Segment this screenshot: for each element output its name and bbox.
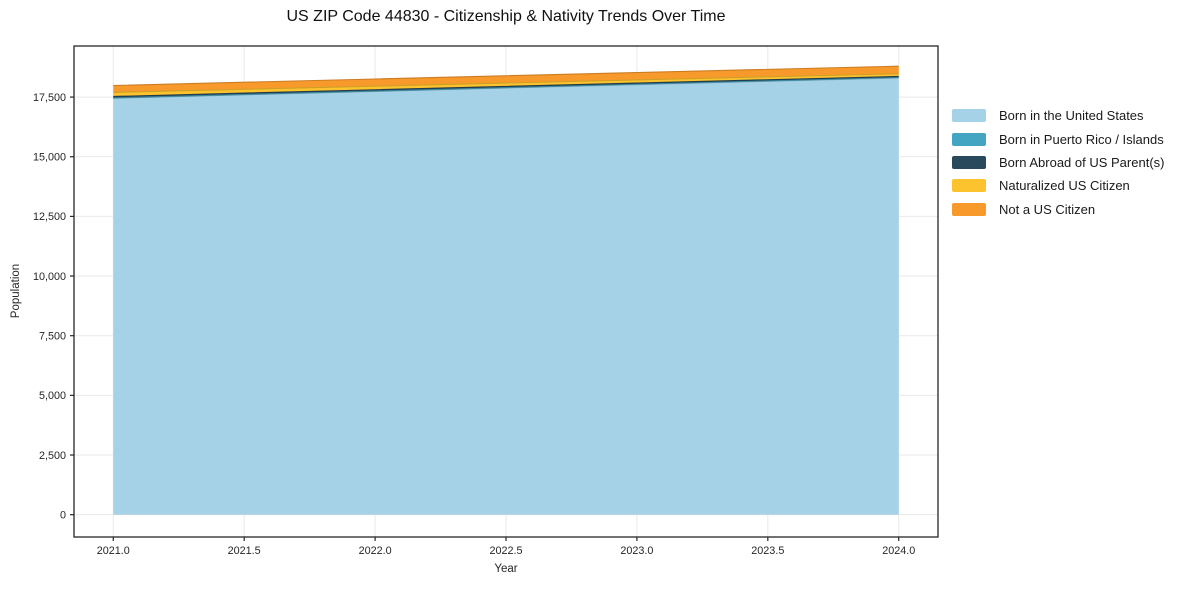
legend-label: Born Abroad of US Parent(s) — [999, 154, 1165, 170]
x-tick-label: 2024.0 — [882, 545, 915, 557]
y-tick-label: 17,500 — [33, 92, 66, 104]
legend-swatch-icon — [952, 132, 986, 146]
area-naturalized-us-citizen — [113, 73, 899, 97]
y-tick-label: 12,500 — [33, 211, 66, 223]
legend-swatch-icon — [952, 109, 986, 123]
legend-label: Born in Puerto Rico / Islands — [999, 131, 1164, 147]
y-tick-label: 7,500 — [39, 331, 66, 343]
area-edge-naturalized-us-citizen — [113, 73, 899, 93]
y-axis-label: Population — [10, 263, 22, 319]
area-edge-born-abroad-of-us-parent-s — [113, 75, 899, 98]
legend-swatch-icon — [952, 202, 986, 216]
legend-label: Not a US Citizen — [999, 201, 1096, 217]
legend-item-born-in-the-united-states: Born in the United States — [952, 104, 1164, 127]
y-tick-label: 0 — [60, 509, 66, 521]
x-tick-label: 2023.0 — [620, 545, 653, 557]
y-tick-label: 2,500 — [39, 450, 66, 462]
legend-label: Naturalized US Citizen — [999, 178, 1130, 194]
x-tick-label: 2023.5 — [751, 545, 784, 557]
legend-label: Born in the United States — [999, 108, 1144, 124]
legend-item-born-in-puerto-rico-islands: Born in Puerto Rico / Islands — [952, 127, 1164, 150]
area-not-a-us-citizen — [113, 66, 899, 93]
x-tick-label: 2022.0 — [359, 545, 392, 557]
area-edge-born-in-puerto-rico-islands — [113, 76, 899, 99]
legend-item-not-a-us-citizen: Not a US Citizen — [952, 198, 1164, 221]
y-tick-label: 15,000 — [33, 152, 66, 164]
y-tick-label: 5,000 — [39, 390, 66, 402]
legend-item-born-abroad-of-us-parents: Born Abroad of US Parent(s) — [952, 151, 1164, 174]
x-tick-label: 2021.5 — [228, 545, 261, 557]
legend-item-naturalized-us-citizen: Naturalized US Citizen — [952, 174, 1164, 197]
legend-swatch-icon — [952, 155, 986, 169]
area-edge-not-a-us-citizen — [113, 65, 899, 87]
x-axis-label: Year — [494, 563, 518, 575]
x-tick-label: 2021.0 — [97, 545, 130, 557]
legend: Born in the United States Born in Puerto… — [952, 104, 1164, 221]
legend-swatch-icon — [952, 179, 986, 193]
y-tick-label: 10,000 — [33, 271, 66, 283]
chart-title: US ZIP Code 44830 - Citizenship & Nativi… — [286, 8, 726, 25]
x-tick-label: 2022.5 — [489, 545, 522, 557]
area-born-in-the-united-states — [113, 77, 899, 515]
